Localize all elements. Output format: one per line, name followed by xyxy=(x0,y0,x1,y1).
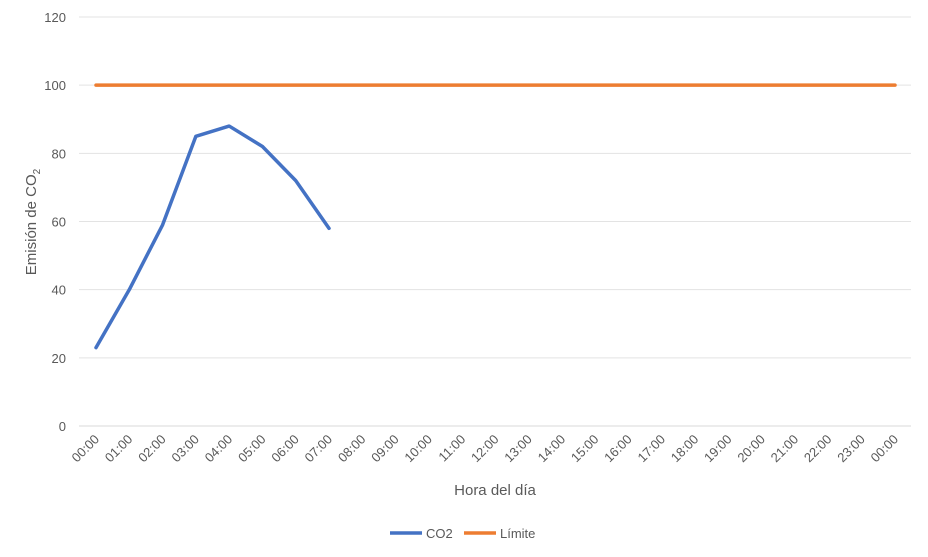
y-tick-label: 80 xyxy=(52,146,66,161)
x-tick-label: 00:00 xyxy=(69,432,103,466)
series-lines xyxy=(94,83,897,350)
y-tick-label: 40 xyxy=(52,283,66,298)
legend-item: Límite xyxy=(464,526,535,541)
y-axis-ticks: 0 20 40 60 80 100 120 xyxy=(44,10,66,434)
y-axis-title: Emisión de CO2 xyxy=(23,168,43,275)
legend-item: CO2 xyxy=(390,526,453,541)
x-tick-label: 00:00 xyxy=(868,432,902,466)
y-tick-label: 100 xyxy=(44,78,66,93)
x-tick-label: 10:00 xyxy=(401,432,435,466)
x-tick-label: 21:00 xyxy=(768,432,802,466)
gridlines xyxy=(79,16,911,427)
y-tick-label: 120 xyxy=(44,10,66,25)
x-axis-title: Hora del día xyxy=(454,482,536,499)
legend: CO2 Límite xyxy=(390,526,535,541)
legend-label: CO2 xyxy=(426,526,453,541)
x-tick-label: 17:00 xyxy=(634,432,668,466)
x-tick-label: 03:00 xyxy=(168,432,202,466)
x-tick-label: 06:00 xyxy=(268,432,302,466)
y-tick-label: 20 xyxy=(52,351,66,366)
x-tick-label: 16:00 xyxy=(601,432,635,466)
series-line-co2 xyxy=(94,124,331,350)
x-tick-label: 20:00 xyxy=(734,432,768,466)
y-tick-label: 60 xyxy=(52,215,66,230)
x-tick-label: 19:00 xyxy=(701,432,735,466)
x-tick-label: 04:00 xyxy=(202,432,236,466)
x-tick-label: 11:00 xyxy=(435,432,468,465)
x-tick-label: 02:00 xyxy=(135,432,169,466)
legend-label: Límite xyxy=(500,526,535,541)
x-axis-ticks: 00:00 01:00 02:00 03:00 04:00 05:00 06:00 07:00… xyxy=(69,432,902,466)
x-tick-label: 14:00 xyxy=(535,432,569,466)
y-tick-label: 0 xyxy=(59,419,66,434)
x-tick-label: 15:00 xyxy=(568,432,602,466)
x-tick-label: 18:00 xyxy=(668,432,702,466)
x-tick-label: 07:00 xyxy=(302,432,336,466)
x-tick-label: 05:00 xyxy=(235,432,269,466)
x-tick-label: 12:00 xyxy=(468,432,502,466)
x-tick-label: 13:00 xyxy=(501,432,535,466)
x-tick-label: 08:00 xyxy=(335,432,369,466)
x-tick-label: 01:00 xyxy=(102,432,136,466)
x-tick-label: 09:00 xyxy=(368,432,402,466)
x-tick-label: 22:00 xyxy=(801,432,835,466)
x-tick-label: 23:00 xyxy=(834,432,868,466)
